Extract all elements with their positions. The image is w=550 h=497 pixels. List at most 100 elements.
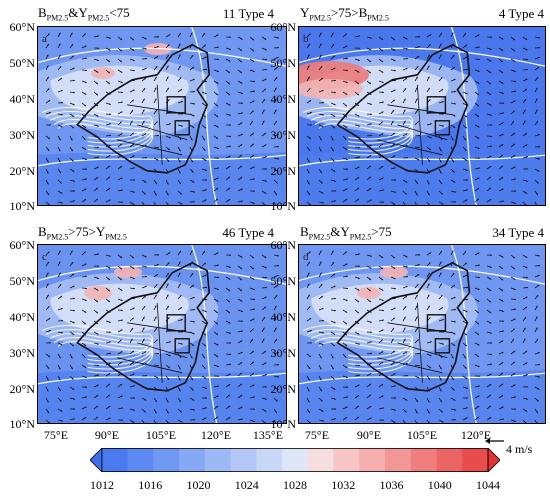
- region-box-north: [166, 314, 186, 332]
- lat-label-bot-10: 10°N: [9, 417, 35, 431]
- wind-vector-head: [263, 203, 266, 205]
- wind-vector-head: [346, 275, 348, 278]
- wind-vector-head: [119, 121, 122, 124]
- wind-vector-head: [320, 181, 323, 184]
- wind-vector-head: [464, 33, 467, 35]
- wind-vector-head: [358, 374, 360, 377]
- wind-vector: [165, 201, 169, 205]
- wind-vector-head: [332, 44, 335, 46]
- wind-vector-head: [120, 289, 123, 291]
- wind-vector-head: [453, 332, 456, 335]
- wind-vector-head: [454, 90, 456, 93]
- wind-vector-head: [535, 327, 538, 330]
- wind-vector-head: [216, 322, 218, 325]
- wind-vector-head: [84, 366, 87, 368]
- wind-vector-head: [333, 285, 336, 288]
- wind-vector-head: [157, 134, 159, 137]
- wind-vector-head: [381, 38, 384, 40]
- wind-vector-head: [477, 365, 480, 367]
- wind-vector-head: [307, 400, 310, 403]
- wind-vector-head: [428, 87, 430, 90]
- wind-vector-head: [166, 193, 169, 196]
- wind-vector-head: [537, 274, 540, 277]
- wind-vector-head: [309, 330, 312, 332]
- wind-vector-head: [60, 307, 63, 310]
- wind-vector-head: [477, 252, 480, 255]
- province-boundary: [117, 139, 183, 156]
- isobar-line: [38, 372, 286, 385]
- wind-vector-head: [536, 295, 539, 297]
- wind-vector-head: [428, 272, 430, 275]
- wind-vector-head: [403, 316, 406, 319]
- wind-vector-head: [155, 400, 157, 403]
- wind-vector-head: [240, 255, 243, 258]
- wind-vector-head: [167, 87, 169, 90]
- wind-vector-head: [381, 166, 384, 168]
- wind-vector-head: [513, 49, 515, 52]
- wind-vector-head: [309, 112, 312, 114]
- wind-vector-head: [145, 275, 147, 278]
- wind-vector-head: [512, 338, 514, 341]
- wind-vector-head: [60, 125, 63, 128]
- wind-vector-head: [514, 178, 516, 181]
- wind-vector-head: [526, 68, 528, 71]
- wind-vector-head: [382, 319, 384, 322]
- wind-vector-head: [489, 405, 491, 408]
- wind-vector-head: [205, 189, 207, 191]
- wind-vector-head: [120, 384, 123, 386]
- wind-vector-head: [441, 319, 444, 321]
- wind-vector-head: [381, 278, 383, 281]
- wind-vector-head: [345, 311, 348, 313]
- lat-label-bot-right-40: 40°N: [270, 310, 296, 324]
- wind-vector-head: [440, 192, 443, 195]
- wind-vector-head: [334, 297, 336, 300]
- wind-vector-head: [477, 300, 480, 302]
- wind-vector-head: [477, 82, 480, 84]
- wind-vector: [261, 419, 266, 423]
- wind-vector-head: [204, 262, 206, 265]
- wind-vector-head: [216, 125, 219, 128]
- wind-vector-head: [70, 138, 73, 141]
- map-canvas: [38, 27, 286, 205]
- wind-vector-head: [73, 190, 75, 192]
- wind-vector-head: [465, 115, 467, 118]
- wind-vector-head: [180, 202, 183, 205]
- wind-vector-head: [84, 299, 87, 302]
- province-boundary: [137, 342, 188, 359]
- wind-vector-head: [241, 418, 243, 421]
- wind-vector-head: [526, 286, 528, 289]
- wind-vector-head: [205, 179, 207, 181]
- wind-vector-head: [168, 136, 171, 139]
- lon-label-left-75: 75°E: [43, 428, 69, 442]
- wind-vector-head: [332, 159, 335, 162]
- terrain-contour-line: [41, 324, 153, 358]
- wind-vector-head: [145, 57, 147, 60]
- wind-vector-head: [452, 55, 455, 57]
- wind-vector: [402, 201, 406, 205]
- wind-vector-head: [417, 264, 420, 266]
- wind-vector-head: [264, 306, 266, 309]
- wind-vector-head: [276, 66, 278, 69]
- wind-vector-head: [502, 418, 504, 421]
- wind-vector-head: [229, 342, 231, 344]
- wind-vector-head: [307, 272, 310, 275]
- wind-vector-head: [526, 386, 528, 388]
- wind-vector-head: [120, 166, 123, 168]
- wind-vector-head: [228, 417, 231, 419]
- wind-vector-head: [191, 170, 194, 173]
- wind-vector-head: [525, 362, 528, 365]
- wind-vector-head: [47, 294, 49, 297]
- wind-vector: [153, 201, 156, 205]
- wind-vector-head: [97, 35, 99, 38]
- high-pressure-center: [84, 286, 112, 300]
- wind-vector-head: [381, 299, 384, 301]
- wind-vector-head: [72, 103, 75, 106]
- wind-vector-head: [477, 288, 480, 290]
- wind-vector-head: [143, 306, 146, 308]
- wind-vector-head: [440, 32, 442, 35]
- wind-vector-head: [465, 417, 468, 420]
- wind-vector-head: [132, 350, 134, 353]
- wind-vector-head: [405, 351, 408, 353]
- wind-vector-head: [513, 373, 516, 375]
- wind-vector: [534, 201, 538, 205]
